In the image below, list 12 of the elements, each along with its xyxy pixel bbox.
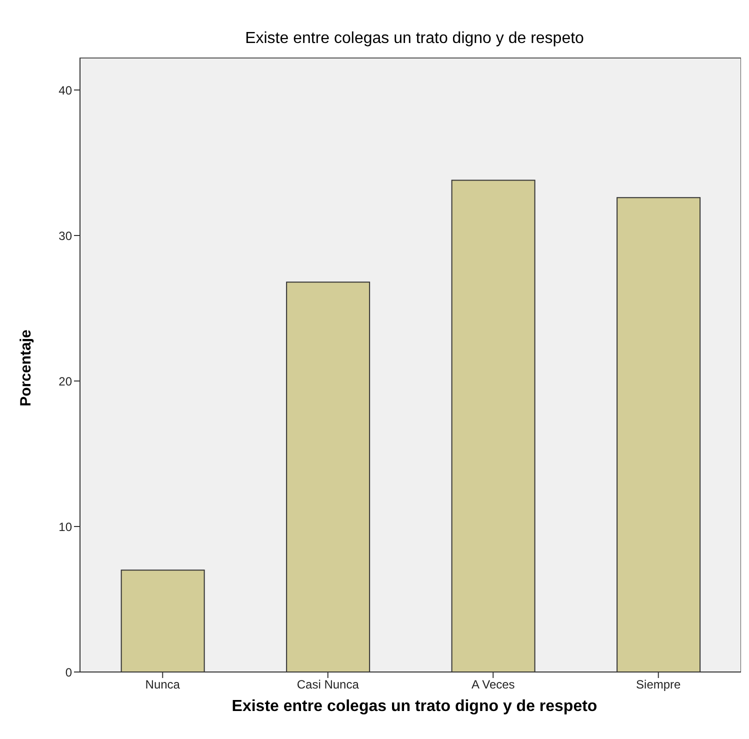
x-axis-title: Existe entre colegas un trato digno y de respeto: [230, 698, 598, 716]
y-axis-title: Porcentaje: [18, 330, 34, 406]
x-tick-label: A Veces: [471, 678, 515, 692]
x-tick-label: Siempre: [636, 678, 682, 692]
x-tick-label: Nunca: [145, 678, 180, 692]
y-tick-label: 30: [58, 228, 72, 243]
y-tick-label: 40: [58, 83, 72, 98]
y-tick-label: 10: [58, 520, 72, 534]
y-tick-label: 0: [65, 665, 72, 680]
x-tick-label: Casi Nunca: [296, 678, 360, 692]
chart-title: Existe entre colegas un trato digno y de respeto: [244, 30, 585, 48]
y-tick-label: 20: [58, 374, 72, 388]
